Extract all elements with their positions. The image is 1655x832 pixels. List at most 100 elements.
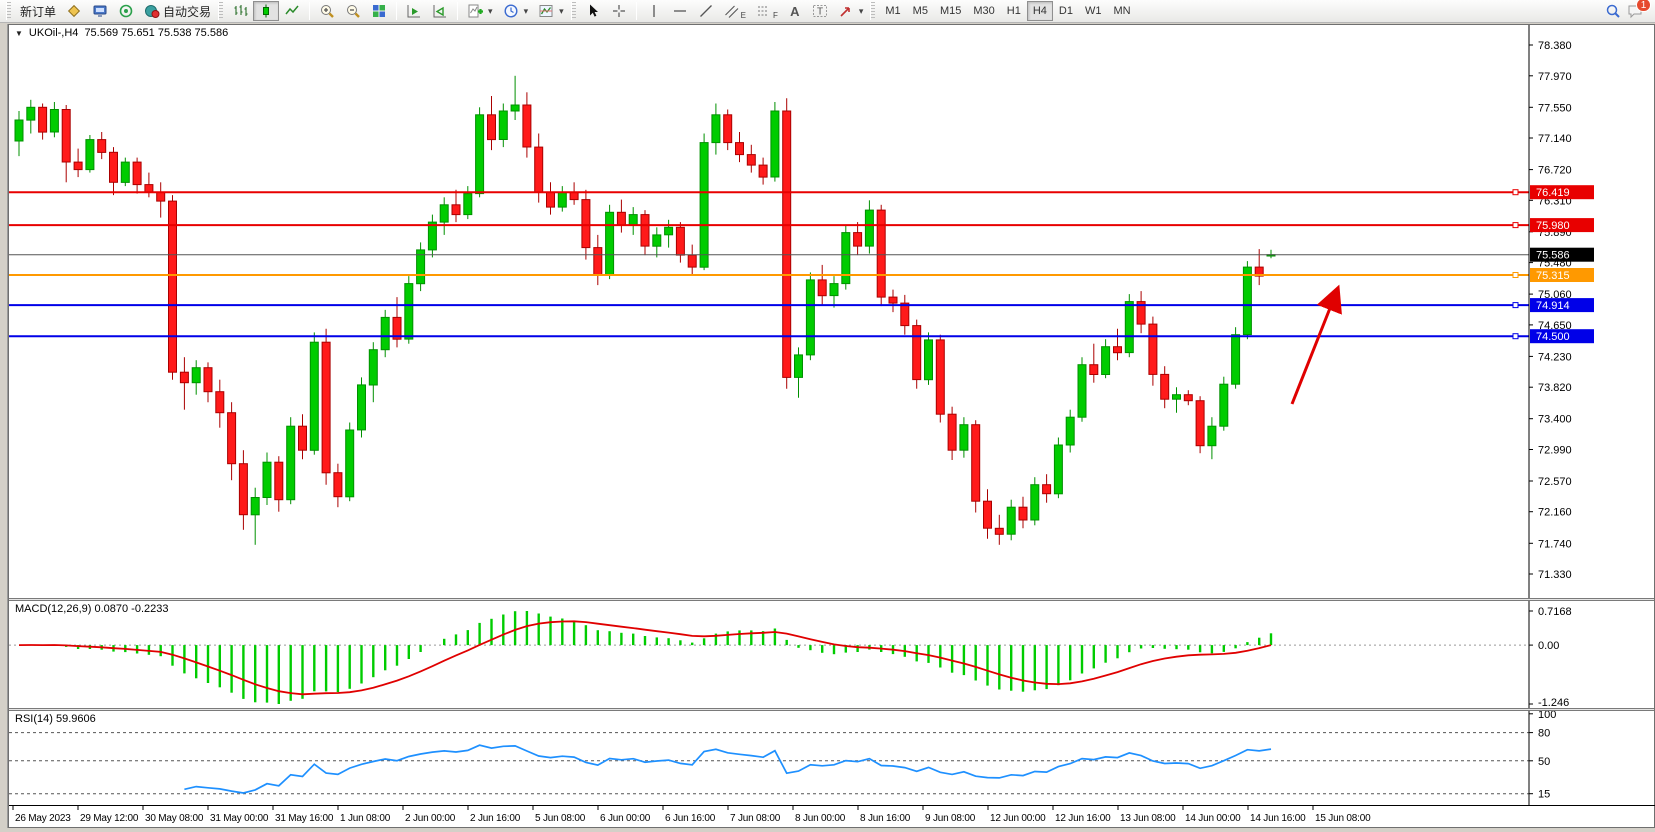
svg-text:14 Jun 16:00: 14 Jun 16:00 — [1250, 813, 1306, 824]
broadcast-button[interactable] — [113, 1, 139, 21]
toolbar-right-group: 1 — [1605, 3, 1651, 19]
svg-text:0.00: 0.00 — [1538, 640, 1559, 652]
auto-trading-icon — [144, 3, 160, 19]
auto-scroll-icon — [406, 3, 422, 19]
svg-text:78.380: 78.380 — [1538, 40, 1572, 52]
cursor-tool-button[interactable] — [580, 1, 606, 21]
svg-text:1 Jun 08:00: 1 Jun 08:00 — [340, 813, 391, 824]
chart-shift-button[interactable] — [427, 1, 453, 21]
terminal-button[interactable] — [87, 1, 113, 21]
window-left-frame — [0, 24, 8, 828]
indicators-button[interactable] — [462, 1, 498, 21]
template-icon — [538, 3, 554, 19]
line-chart-icon — [284, 3, 300, 19]
terminal-icon — [92, 3, 108, 19]
svg-text:8 Jun 00:00: 8 Jun 00:00 — [795, 813, 846, 824]
symbol-period-label: UKOil-,H4 — [29, 27, 79, 39]
svg-text:77.140: 77.140 — [1538, 133, 1572, 145]
svg-text:6 Jun 16:00: 6 Jun 16:00 — [665, 813, 716, 824]
timeframe-d1-button[interactable]: D1 — [1053, 1, 1079, 21]
label-tool-button[interactable]: T — [807, 1, 833, 21]
auto-scroll-button[interactable] — [401, 1, 427, 21]
symbol-dropdown-icon[interactable]: ▼ — [15, 29, 23, 38]
timeframe-w1-button[interactable]: W1 — [1079, 1, 1108, 21]
arrows-shapes-icon — [838, 3, 854, 19]
channel-tool-button[interactable]: E — [719, 1, 751, 21]
notifications-button[interactable]: 1 — [1627, 3, 1643, 19]
zoom-in-button[interactable] — [314, 1, 340, 21]
toolbar-separator — [396, 2, 397, 20]
chart-line-button[interactable] — [279, 1, 305, 21]
auto-trading-label: 自动交易 — [163, 3, 211, 20]
svg-text:9 Jun 08:00: 9 Jun 08:00 — [925, 813, 976, 824]
timeframe-m1-button[interactable]: M1 — [879, 1, 906, 21]
chart-header: ▼ UKOil-,H4 75.569 75.651 75.538 75.586 — [15, 27, 228, 39]
templates-button[interactable] — [533, 1, 569, 21]
arrow-annotation[interactable] — [1292, 293, 1336, 404]
main-chart-svg[interactable]: 78.38077.97077.55077.14076.72076.31075.8… — [9, 25, 1654, 598]
timeframe-h4-button[interactable]: H4 — [1027, 1, 1053, 21]
svg-text:77.970: 77.970 — [1538, 71, 1572, 83]
fibonacci-icon — [756, 3, 772, 19]
metaeditor-button[interactable] — [61, 1, 87, 21]
hline-objects[interactable] — [9, 190, 1529, 339]
main-toolbar: 新订单 自动交易 — [0, 0, 1655, 23]
notification-badge: 1 — [1636, 0, 1651, 12]
new-order-label: 新订单 — [20, 3, 56, 20]
chart-bars-button[interactable] — [227, 1, 253, 21]
timeframe-m5-button[interactable]: M5 — [907, 1, 934, 21]
chart-candles-button[interactable] — [253, 1, 279, 21]
svg-text:75.586: 75.586 — [1536, 250, 1570, 262]
text-tool-button[interactable]: A — [783, 1, 807, 21]
horizontal-line-tool-button[interactable] — [667, 1, 693, 21]
toolbar-separator — [636, 2, 637, 20]
svg-text:14 Jun 00:00: 14 Jun 00:00 — [1185, 813, 1241, 824]
main-chart-panel[interactable]: ▼ UKOil-,H4 75.569 75.651 75.538 75.586 … — [9, 25, 1654, 598]
candles-layer — [15, 76, 1275, 545]
search-icon[interactable] — [1605, 3, 1621, 19]
tile-windows-icon — [371, 3, 387, 19]
chart-window: ▼ UKOil-,H4 75.569 75.651 75.538 75.586 … — [8, 24, 1655, 828]
svg-text:73.400: 73.400 — [1538, 414, 1572, 426]
svg-text:76.720: 76.720 — [1538, 165, 1572, 177]
svg-text:12 Jun 16:00: 12 Jun 16:00 — [1055, 813, 1111, 824]
svg-text:8 Jun 16:00: 8 Jun 16:00 — [860, 813, 911, 824]
auto-trading-button[interactable]: 自动交易 — [139, 1, 216, 21]
svg-text:31 May 16:00: 31 May 16:00 — [275, 813, 334, 824]
clock-icon — [503, 3, 519, 19]
trendline-tool-button[interactable] — [693, 1, 719, 21]
rsi-label: RSI(14) 59.9606 — [15, 713, 96, 725]
timeframe-m30-button[interactable]: M30 — [967, 1, 1000, 21]
new-order-button[interactable]: 新订单 — [15, 1, 61, 21]
crosshair-tool-button[interactable] — [606, 1, 632, 21]
toolbar-grip — [218, 2, 223, 20]
tile-windows-button[interactable] — [366, 1, 392, 21]
vertical-line-tool-button[interactable] — [641, 1, 667, 21]
timeframe-mn-button[interactable]: MN — [1107, 1, 1136, 21]
zoom-out-button[interactable] — [340, 1, 366, 21]
toolbar-separator — [309, 2, 310, 20]
svg-text:75.315: 75.315 — [1536, 270, 1570, 282]
shapes-tool-button[interactable] — [833, 1, 869, 21]
timeframe-h1-button[interactable]: H1 — [1001, 1, 1027, 21]
price-axis[interactable]: 78.38077.97077.55077.14076.72076.31075.8… — [1529, 25, 1594, 598]
cursor-icon — [585, 3, 601, 19]
timeframe-m15-button[interactable]: M15 — [934, 1, 967, 21]
zoom-out-icon — [345, 3, 361, 19]
svg-text:T: T — [817, 7, 823, 18]
text-tool-letter: A — [790, 4, 799, 19]
toolbar-grip — [6, 2, 11, 20]
periods-button[interactable] — [498, 1, 534, 21]
fibonacci-tool-button[interactable]: F — [751, 1, 783, 21]
svg-text:77.550: 77.550 — [1538, 102, 1572, 114]
chart-shift-icon — [432, 3, 448, 19]
